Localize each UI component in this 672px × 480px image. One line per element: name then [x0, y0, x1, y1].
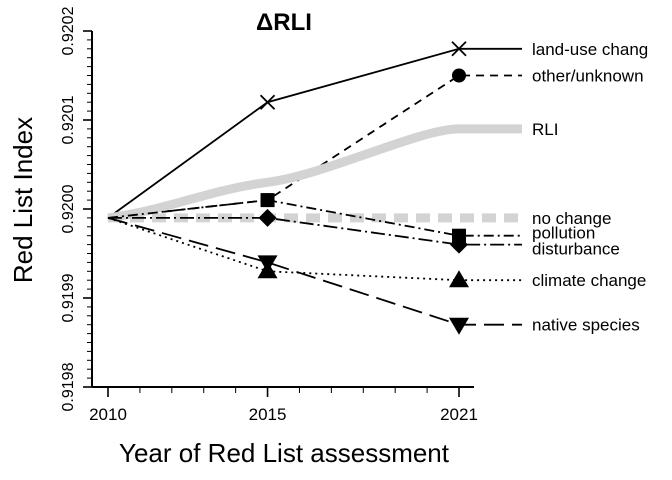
series-label-native-species: native species	[532, 316, 640, 335]
data-point-native-species	[449, 317, 469, 335]
series-line-disturbance	[108, 217, 522, 246]
data-point-pollution	[260, 193, 275, 208]
series-line-native-species	[107, 217, 522, 326]
y-tick-label: 0.9200	[60, 184, 77, 233]
data-point-disturbance	[450, 235, 468, 254]
series-line-climate-change	[107, 217, 522, 282]
data-point-native-species	[257, 255, 278, 273]
plot-area	[107, 41, 522, 335]
axes: 0.9198 0.9199 0.9200 0.9201 0.9202 2010 2015 20…	[60, 6, 478, 424]
series-label-pollution: pollution	[532, 224, 595, 243]
data-point-land-use-chang	[451, 41, 467, 57]
series-line-rli	[107, 124, 522, 223]
x-tick-label: 2010	[89, 405, 127, 424]
y-tick-label: 0.9201	[60, 95, 77, 144]
x-axis-title: Year of Red List assessment	[119, 438, 450, 468]
data-point-climate-change	[449, 270, 469, 288]
data-point-other-unknown	[452, 68, 466, 83]
y-tick-label: 0.9202	[60, 6, 77, 55]
series-line-land-use-chang	[107, 47, 522, 219]
series-label-rli: RLI	[532, 120, 558, 139]
y-tick-label: 0.9199	[60, 273, 77, 322]
y-axis-title: Red List Index	[8, 117, 38, 283]
data-point-disturbance	[258, 208, 277, 227]
series-label-other-unknown: other/unknown	[532, 67, 644, 86]
series-line-pollution	[107, 199, 522, 237]
series-label-no-change: no change	[532, 209, 611, 228]
series-line-other-unknown	[107, 74, 522, 219]
series-label-land-use-chang: land-use chang	[532, 40, 648, 59]
x-tick-label: 2021	[440, 405, 478, 424]
x-tick-label: 2015	[249, 405, 287, 424]
data-point-land-use-chang	[259, 94, 276, 110]
y-tick-label: 0.9198	[60, 362, 77, 411]
chart-title: ΔRLI	[256, 9, 312, 36]
series-label-climate-change: climate change	[532, 271, 646, 290]
series-label-disturbance: disturbance	[532, 240, 620, 259]
series-labels: land-use chang other/unknown RLI no changep…	[532, 40, 648, 335]
